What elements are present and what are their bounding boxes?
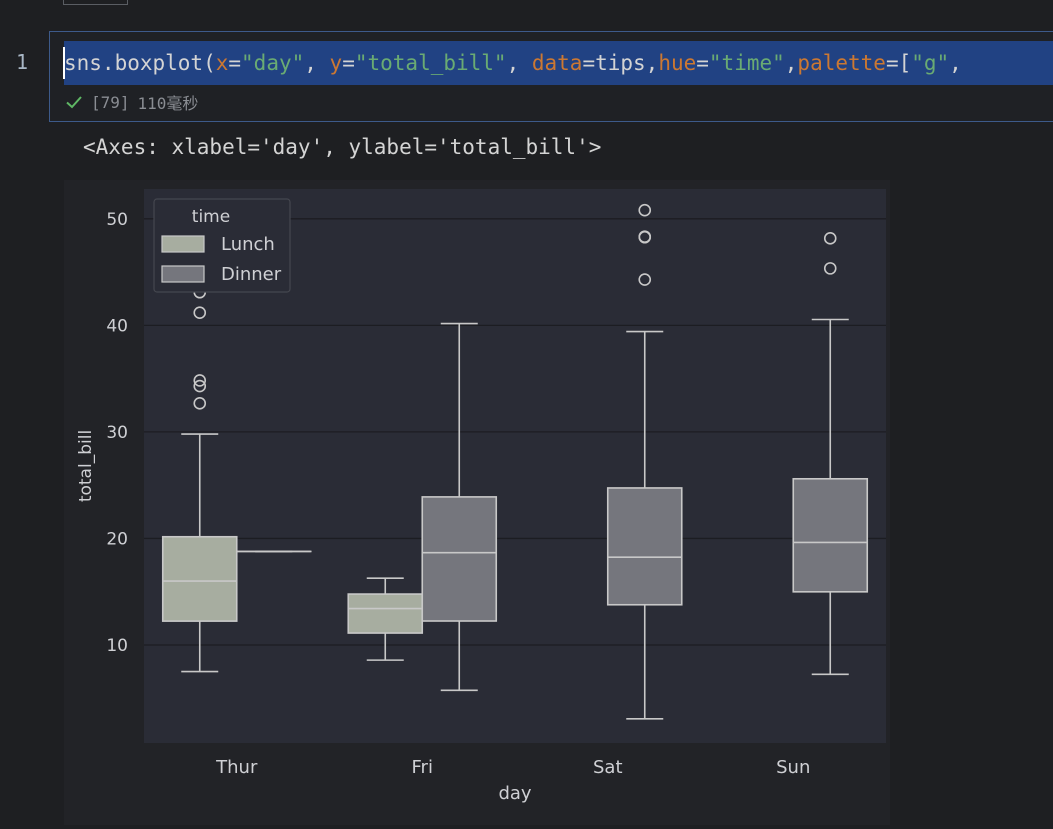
code-token: , [507, 51, 532, 75]
box-dinner-fri [422, 497, 496, 621]
code-token: data [532, 51, 583, 75]
execution-time: 110毫秒 [138, 90, 199, 114]
code-token: x [216, 51, 229, 75]
execution-status: [79] 110毫秒 [65, 90, 198, 114]
code-token: = [342, 51, 355, 75]
x-tick-label: Sun [776, 757, 810, 778]
y-axis-label: total_bill [76, 430, 96, 502]
code-token: , [304, 51, 329, 75]
code-token: "day" [241, 51, 304, 75]
code-token: "g" [911, 51, 949, 75]
code-token: "time" [709, 51, 785, 75]
y-tick-label: 10 [106, 636, 128, 656]
code-token: , [949, 51, 962, 75]
x-axis-label: day [498, 783, 531, 804]
x-tick-label: Thur [215, 757, 258, 778]
legend-entry: Dinner [221, 264, 282, 285]
check-icon [65, 93, 83, 111]
y-tick-label: 50 [106, 210, 128, 230]
cell-output-text: <Axes: xlabel='day', ylabel='total_bill'… [83, 135, 601, 159]
code-token: = [696, 51, 709, 75]
code-line[interactable]: sns.boxplot(x="day", y="total_bill", dat… [64, 41, 1053, 85]
x-tick-label: Fri [412, 757, 433, 778]
legend-swatch [162, 236, 204, 252]
code-token: y [330, 51, 343, 75]
code-token: =tips, [582, 51, 658, 75]
line-number: 1 [16, 50, 28, 74]
code-cell[interactable]: sns.boxplot(x="day", y="total_bill", dat… [49, 31, 1053, 122]
code-token: palette [797, 51, 886, 75]
legend-swatch [162, 266, 204, 282]
box-lunch-thur [163, 537, 237, 621]
code-token: "total_bill" [355, 51, 507, 75]
y-tick-label: 30 [106, 423, 128, 443]
code-token: , [785, 51, 798, 75]
text-caret [63, 47, 65, 79]
code-token: = [228, 51, 241, 75]
boxplot-figure: 10 20 30 40 50 Thur Fri Sat Sun day total_bill time… [64, 180, 890, 825]
x-tick-label: Sat [593, 757, 623, 778]
y-tick-label: 40 [106, 316, 128, 336]
box-dinner-sat [608, 488, 682, 605]
box-lunch-fri [348, 594, 422, 633]
previous-cell-edge [63, 0, 128, 5]
boxplot-chart: 10 20 30 40 50 Thur Fri Sat Sun day total_bill time… [64, 180, 890, 825]
legend-entry: Lunch [221, 234, 275, 255]
code-token: sns.boxplot( [64, 51, 216, 75]
legend-title: time [192, 207, 230, 227]
code-token: hue [658, 51, 696, 75]
execution-count: [79] [91, 93, 130, 112]
y-tick-label: 20 [106, 529, 128, 549]
code-token: =[ [886, 51, 911, 75]
box-dinner-sun [793, 479, 867, 592]
